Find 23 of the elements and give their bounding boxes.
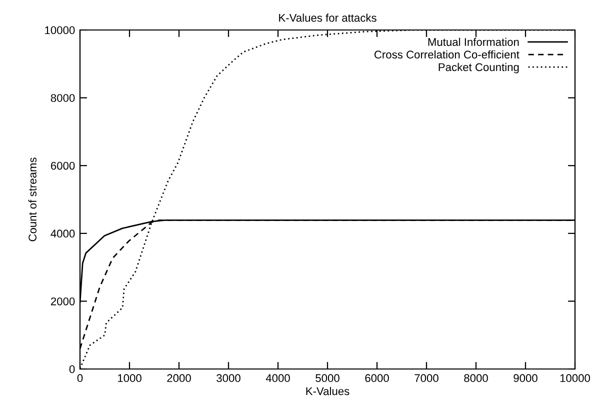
- legend-label: Mutual Information: [428, 38, 519, 46]
- x-tick-label: 4000: [266, 374, 290, 382]
- x-tick-label: 10000: [560, 374, 590, 382]
- y-tick-label: 4000: [50, 230, 75, 238]
- x-tick-label: 9000: [514, 374, 538, 382]
- y-tick-label: 8000: [50, 94, 75, 102]
- legend-label: Packet Counting: [438, 62, 519, 74]
- x-tick-label: 1000: [118, 374, 142, 382]
- legend-label: Cross Correlation Co-efficient: [374, 50, 520, 59]
- y-tick-label: 10000: [45, 26, 75, 34]
- x-tick-label: 6000: [365, 374, 389, 382]
- chart-title: K-Values for attacks: [279, 14, 376, 22]
- x-tick-label: 7000: [414, 374, 438, 382]
- x-tick-label: 2000: [167, 374, 191, 382]
- y-axis-title: Count of streams: [28, 158, 36, 242]
- x-tick-label: 3000: [216, 374, 240, 382]
- y-tick-label: 2000: [50, 297, 75, 306]
- x-axis-title: K-Values: [306, 386, 350, 396]
- x-tick-label: 5000: [316, 374, 340, 382]
- y-tick-label: 0: [69, 365, 75, 374]
- x-tick-label: 8000: [464, 374, 488, 382]
- x-tick-label: 0: [77, 374, 83, 382]
- y-tick-label: 6000: [50, 162, 75, 170]
